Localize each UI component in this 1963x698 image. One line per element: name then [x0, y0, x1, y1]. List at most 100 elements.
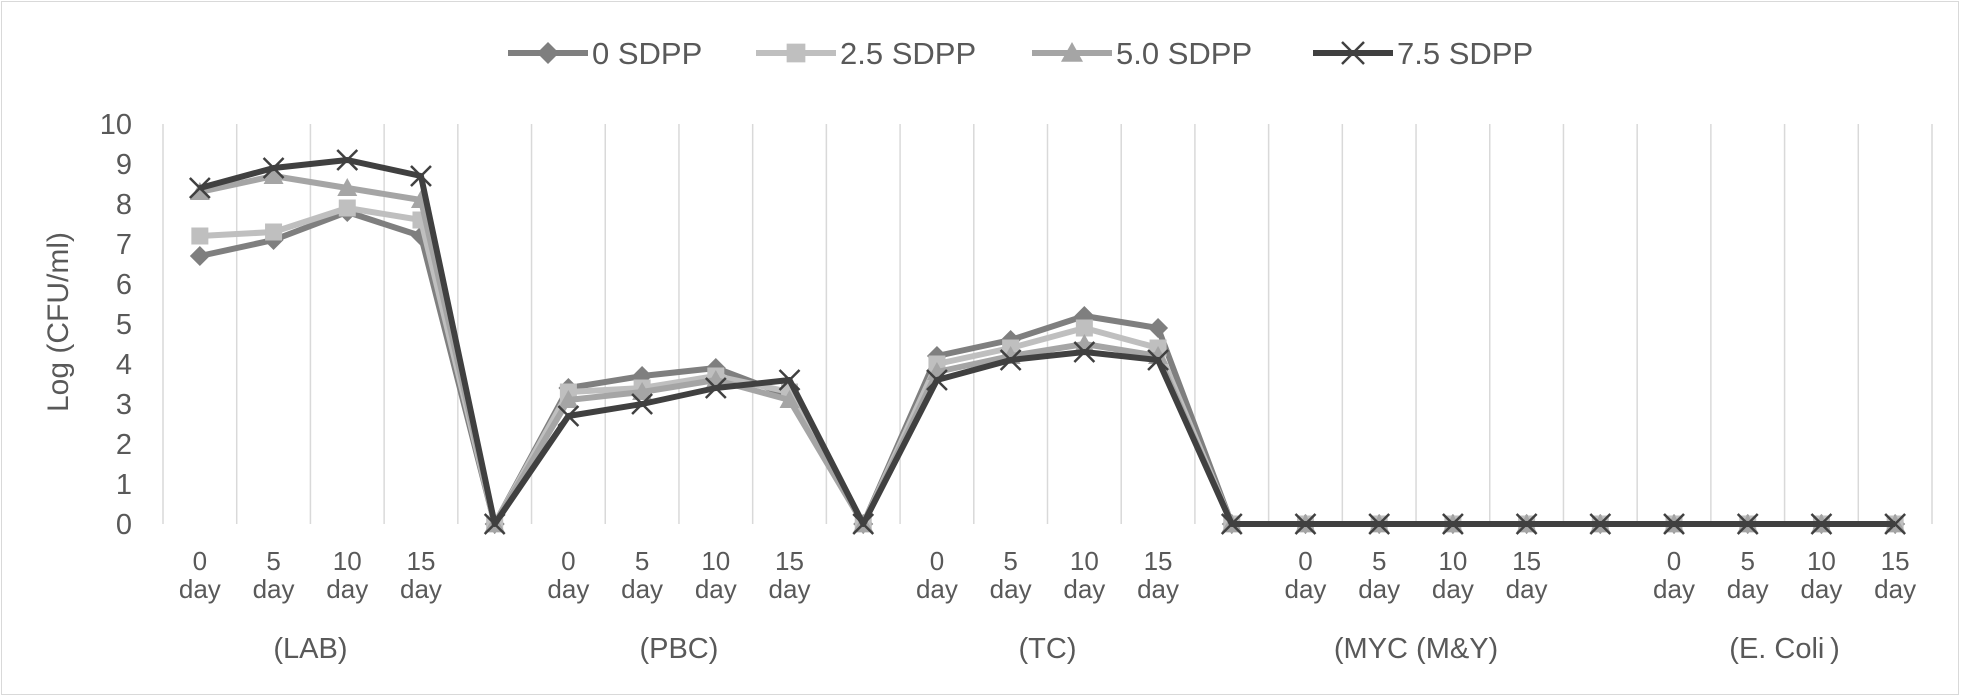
x-group-label: (PBC) — [639, 633, 718, 665]
data-point — [1075, 319, 1093, 337]
marker-stroke — [926, 369, 948, 391]
x-tick-label: 15 — [1144, 546, 1173, 576]
x-tick-label: day — [769, 574, 811, 604]
x-tick-label: day — [1506, 574, 1548, 604]
x-tick-label: 5 — [1372, 546, 1386, 576]
data-point — [338, 199, 356, 217]
marker-stroke — [1589, 513, 1612, 535]
data-point — [778, 369, 801, 391]
x-tick-label: 0 — [1298, 546, 1312, 576]
series-7-5-sdpp — [188, 149, 1907, 535]
x-tick-label: 15 — [1512, 546, 1541, 576]
data-point — [188, 177, 211, 199]
series-line — [199, 157, 1896, 527]
marker-stroke — [1220, 513, 1243, 535]
legend-label: 0 SDPP — [592, 36, 702, 71]
x-tick-label: day — [695, 574, 737, 604]
legend: 0 SDPP 2.5 SDPP 5.0 SDPP 7.5 SDPP — [508, 36, 1533, 71]
y-tick-label: 5 — [116, 309, 132, 341]
marker-stroke — [483, 513, 506, 535]
x-tick-label: day — [1358, 574, 1400, 604]
x-tick-label: 15 — [407, 546, 436, 576]
x-tick-label: 10 — [1438, 546, 1467, 576]
x-tick-label: day — [1285, 574, 1327, 604]
x-tick-label: day — [253, 574, 295, 604]
marker-stroke — [1810, 513, 1833, 535]
legend-marker — [1061, 42, 1083, 62]
x-group-label: (MYC (M&Y) — [1334, 633, 1498, 665]
x-tick-label: day — [1874, 574, 1916, 604]
y-tick-label: 10 — [100, 109, 132, 141]
data-point — [1442, 513, 1464, 535]
marker-stroke — [557, 405, 580, 427]
x-tick-label: day — [1063, 574, 1105, 604]
data-point — [558, 390, 579, 408]
data-point — [1220, 513, 1243, 535]
data-point — [1884, 513, 1907, 535]
marker-stroke — [410, 165, 432, 187]
marker-stroke — [1368, 513, 1391, 535]
marker-stroke — [336, 149, 359, 171]
x-tick-label: day — [1727, 574, 1769, 604]
marker-stroke — [1884, 513, 1907, 535]
marker-stroke — [704, 377, 727, 399]
data-point — [1073, 341, 1096, 363]
x-group-label: (TC) — [1019, 633, 1077, 665]
marker-stroke — [1442, 513, 1464, 535]
x-tick-label: day — [916, 574, 958, 604]
data-point — [1810, 513, 1833, 535]
x-tick-label: 0 — [1667, 546, 1681, 576]
data-point — [262, 157, 285, 179]
marker-stroke — [1736, 513, 1759, 535]
y-tick-label: 1 — [116, 469, 132, 501]
data-point — [410, 165, 432, 187]
marker-stroke — [188, 177, 211, 199]
x-tick-label: 10 — [1070, 546, 1099, 576]
x-tick-label: 5 — [635, 546, 649, 576]
x-group-label: (LAB) — [273, 633, 347, 665]
y-tick-label: 3 — [116, 389, 132, 421]
data-point — [704, 377, 727, 399]
data-point — [779, 390, 800, 408]
data-point — [1294, 513, 1317, 535]
legend-marker — [786, 43, 806, 63]
x-tick-label: 5 — [1003, 546, 1017, 576]
x-tick-label: 0 — [193, 546, 207, 576]
data-point — [1736, 513, 1759, 535]
legend-label: 5.0 SDPP — [1116, 36, 1252, 71]
data-point — [265, 223, 283, 241]
x-tick-label: day — [1137, 574, 1179, 604]
y-tick-label: 2 — [116, 429, 132, 461]
x-tick-label: 10 — [333, 546, 362, 576]
data-point — [631, 393, 653, 415]
legend-item: 7.5 SDPP — [1313, 36, 1533, 71]
data-point — [1515, 513, 1538, 535]
data-point — [189, 246, 210, 266]
x-axis: 0day5day10day15day0day5day10day15day0day… — [179, 546, 1916, 665]
y-tick-label: 6 — [116, 269, 132, 301]
marker-stroke — [1147, 349, 1169, 371]
marker-stroke — [778, 369, 801, 391]
data-point — [632, 382, 653, 400]
data-point — [1148, 318, 1169, 338]
marker-stroke — [262, 157, 285, 179]
x-group-label: (E. Coli ) — [1729, 633, 1840, 665]
data-point — [483, 513, 506, 535]
marker-stroke — [1515, 513, 1538, 535]
y-tick-label: 4 — [116, 349, 132, 381]
marker-stroke — [1294, 513, 1317, 535]
x-tick-label: day — [400, 574, 442, 604]
data-point — [189, 182, 210, 200]
legend-label: 2.5 SDPP — [840, 36, 976, 71]
y-tick-label: 8 — [116, 189, 132, 221]
plot-area — [188, 149, 1907, 535]
data-point — [1147, 349, 1169, 371]
data-point — [1589, 513, 1612, 535]
legend-marker — [1341, 41, 1365, 65]
data-point — [852, 513, 875, 535]
legend-item: 5.0 SDPP — [1032, 36, 1252, 71]
data-point — [999, 349, 1022, 371]
x-tick-label: 5 — [1740, 546, 1754, 576]
